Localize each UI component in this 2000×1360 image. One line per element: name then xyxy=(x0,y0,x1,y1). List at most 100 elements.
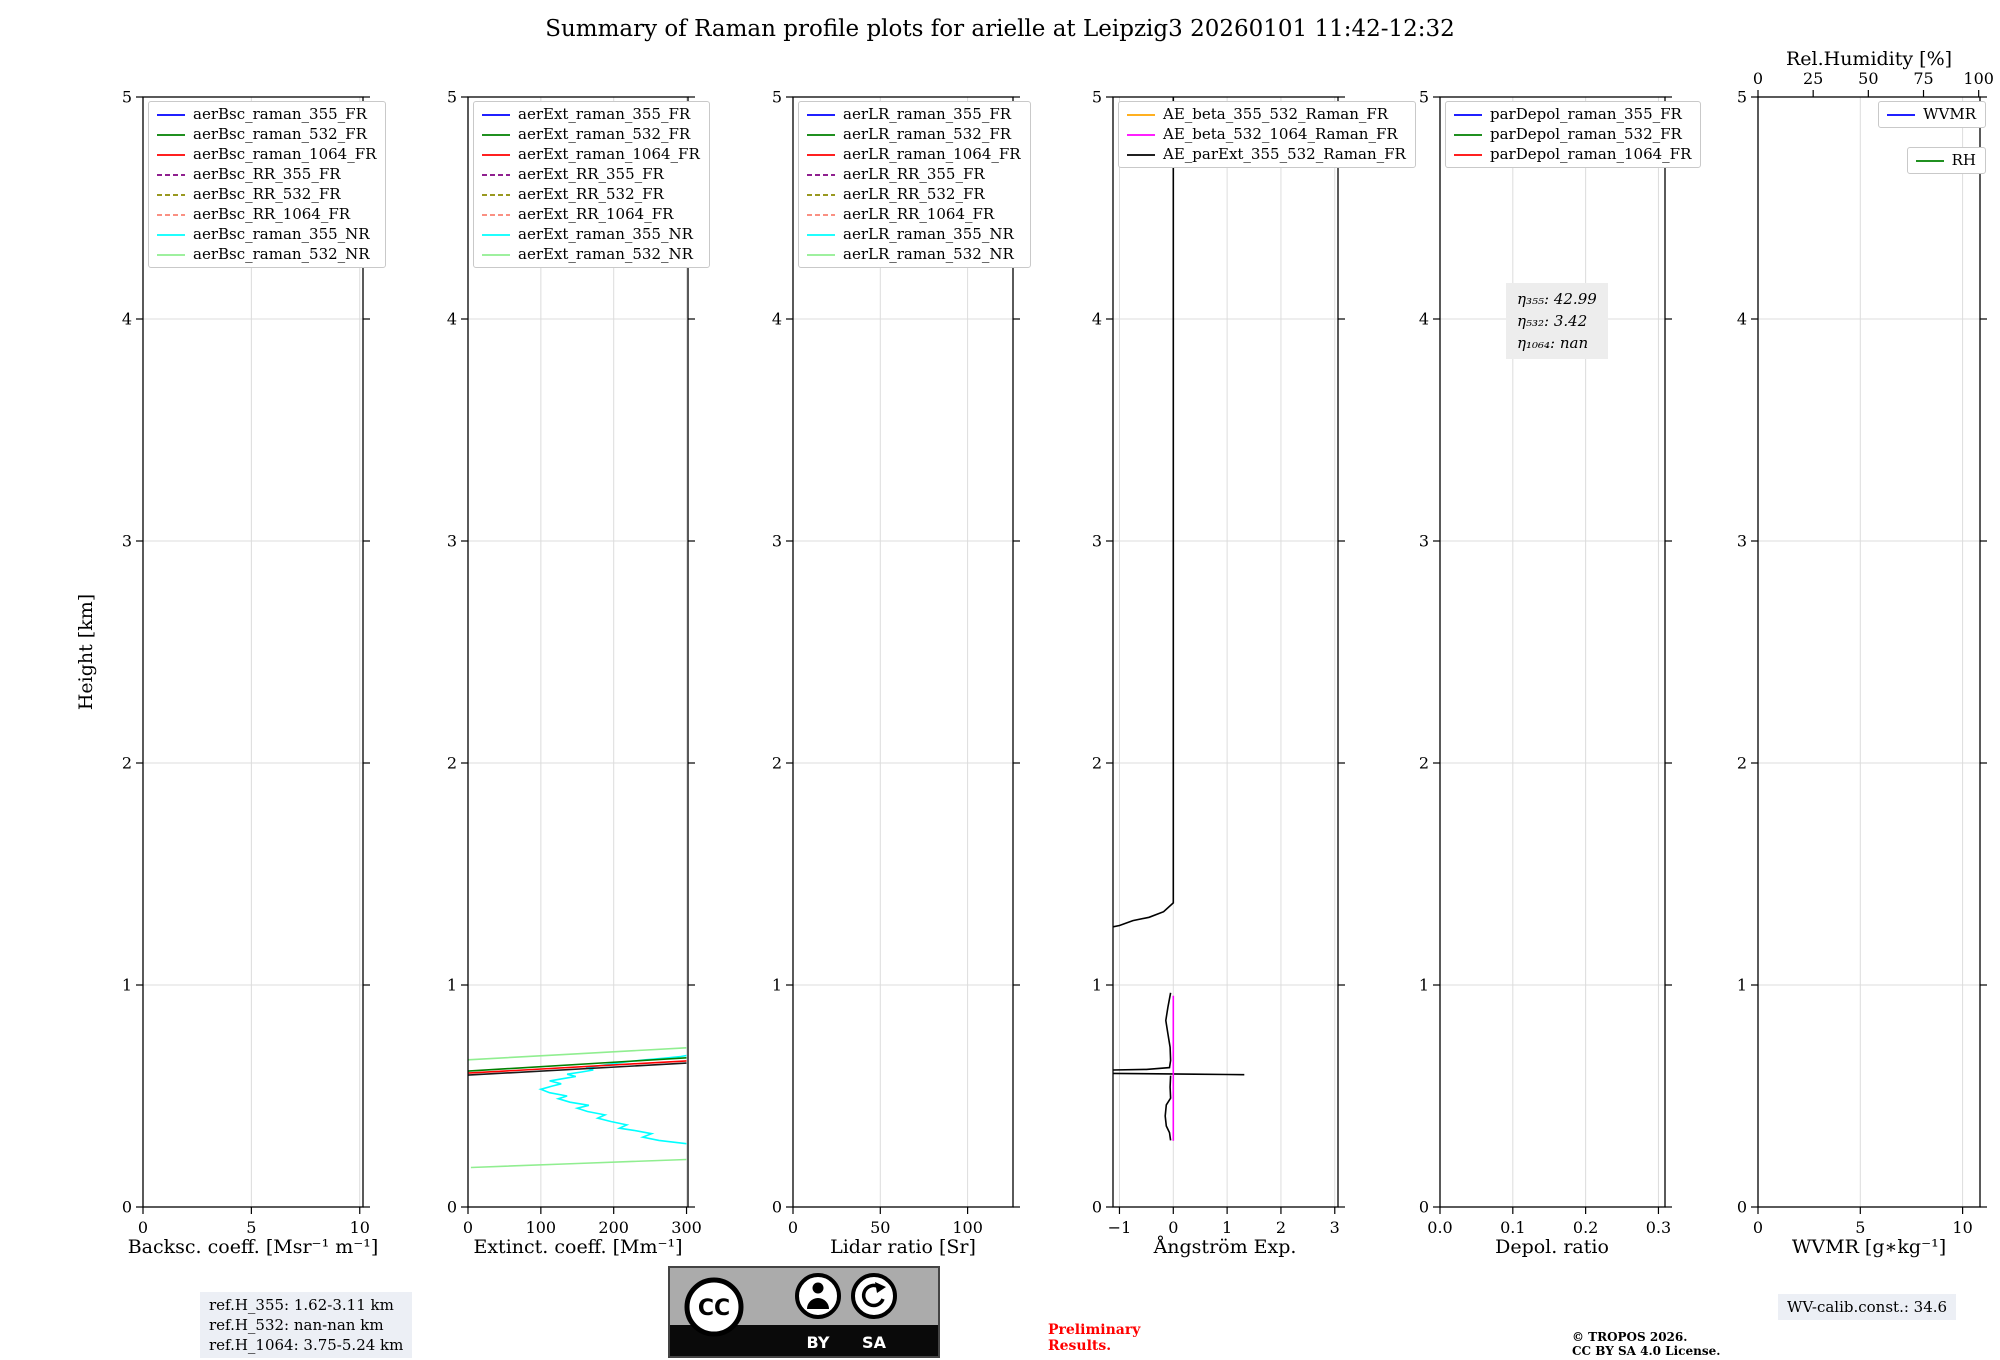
legend-item: aerExt_raman_532_NR xyxy=(481,246,700,263)
legend-item: aerExt_raman_355_FR xyxy=(481,106,700,123)
y-tick-label: 4 xyxy=(772,310,782,329)
y-tick-label: 0 xyxy=(772,1198,782,1217)
legend-line-sample xyxy=(482,213,510,216)
legend-label: parDepol_raman_532_FR xyxy=(1490,125,1682,143)
series-AE_parExt_355_532_Raman_FR xyxy=(1113,1072,1245,1076)
preliminary-line-1: Preliminary xyxy=(1048,1322,1141,1338)
legend-line-sample xyxy=(1127,153,1155,156)
eta-355-value: η₃₅₅: 42.99 xyxy=(1517,290,1597,308)
legend-line-sample xyxy=(1454,153,1482,156)
legend-wvmr-2: RH xyxy=(1906,147,1986,174)
ref-h-355: ref.H_355: 1.62-3.11 km xyxy=(209,1296,394,1314)
legend-line-sample xyxy=(807,173,835,176)
series-AE_parExt_355_532_Raman_FR xyxy=(1164,1075,1172,1141)
legend-label: aerExt_raman_532_FR xyxy=(518,125,691,143)
legend-item: aerBsc_raman_355_NR xyxy=(156,226,376,243)
legend-line-sample xyxy=(1127,113,1155,116)
x-tick-label: 5 xyxy=(1855,1218,1865,1237)
eta-annotation: η₃₅₅: 42.99 η₅₃₂: 3.42 η₁₀₆₄: nan xyxy=(1506,283,1608,359)
series-aerExt_RR_532_FR xyxy=(468,1062,687,1076)
legend-line-sample xyxy=(157,113,185,116)
x-tick-label: 0.0 xyxy=(1427,1218,1452,1237)
y-tick-label: 2 xyxy=(122,754,132,773)
legend-line-sample xyxy=(807,233,835,236)
share-alike-arrowhead xyxy=(875,1282,886,1293)
y-tick-label: 4 xyxy=(1092,310,1102,329)
legend-label: aerBsc_raman_532_FR xyxy=(193,125,367,143)
legend-line-sample xyxy=(482,153,510,156)
series-aerExt_raman_532_NR xyxy=(468,1047,687,1061)
y-tick-label: 1 xyxy=(1092,976,1102,995)
panel-depol: 0.0 0.1 0.2 0.3 0 1 2 3 4 5 xyxy=(1419,88,1672,1237)
legend-label: AE_beta_355_532_Raman_FR xyxy=(1163,105,1389,123)
reference-height-box: ref.H_355: 1.62-3.11 km ref.H_532: nan-n… xyxy=(200,1292,413,1358)
legend-line-sample xyxy=(1454,133,1482,136)
y-tick-label: 3 xyxy=(1419,532,1429,551)
top-tick-label: 25 xyxy=(1803,69,1823,88)
y-tick-label: 5 xyxy=(1092,88,1102,107)
legend-line-sample xyxy=(482,253,510,256)
legend-label: aerLR_RR_1064_FR xyxy=(843,205,995,223)
x-tick-label: 0 xyxy=(1753,1218,1763,1237)
y-tick-label: 0 xyxy=(122,1198,132,1217)
series-AE_parExt_355_532_Raman_FR xyxy=(1113,97,1175,928)
legend-label: RH xyxy=(1951,151,1976,169)
legend-item: WVMR xyxy=(1886,106,1976,123)
axes-border xyxy=(792,96,1014,1208)
legend-label: aerExt_RR_1064_FR xyxy=(518,205,674,223)
cc-logo-text: CC xyxy=(698,1296,730,1321)
legend-item: aerLR_raman_532_NR xyxy=(806,246,1021,263)
legend-line-sample xyxy=(807,113,835,116)
legend-wvmr: WVMR xyxy=(1878,101,1986,128)
panel-angstroem: −1 0 1 2 3 0 1 2 3 4 5 xyxy=(1092,88,1345,1237)
x-tick-label: 1 xyxy=(1222,1218,1232,1237)
legend-item: parDepol_raman_532_FR xyxy=(1453,126,1691,143)
legend-item: aerLR_raman_532_FR xyxy=(806,126,1021,143)
person-body xyxy=(807,1298,829,1309)
legend-label: aerExt_RR_355_FR xyxy=(518,165,664,183)
y-tick-label: 3 xyxy=(122,532,132,551)
x-tick-label: 0 xyxy=(1168,1218,1178,1237)
y-tick-label: 3 xyxy=(447,532,457,551)
person-head xyxy=(812,1282,824,1294)
y-tick-label: 5 xyxy=(1419,88,1429,107)
legend-line-sample xyxy=(1887,113,1916,116)
legend-item: AE_beta_532_1064_Raman_FR xyxy=(1126,126,1406,143)
y-tick-label: 5 xyxy=(1737,88,1747,107)
legend-item: AE_parExt_355_532_Raman_FR xyxy=(1126,146,1406,163)
y-tick-label: 0 xyxy=(1737,1198,1747,1217)
x-axis-label-depol: Depol. ratio xyxy=(1495,1236,1609,1258)
copyright-note: © TROPOS 2026. CC BY SA 4.0 License. xyxy=(1572,1330,1720,1358)
legend-label: aerLR_RR_355_FR xyxy=(843,165,985,183)
legend-line-sample xyxy=(157,253,185,256)
legend-item: aerBsc_RR_1064_FR xyxy=(156,206,376,223)
legend-label: aerExt_raman_1064_FR xyxy=(518,145,700,163)
y-tick-label: 4 xyxy=(1737,310,1747,329)
legend-line-sample xyxy=(157,213,185,216)
axes-border xyxy=(1757,96,1981,1208)
copyright-line-1: © TROPOS 2026. xyxy=(1572,1330,1688,1344)
series-aerExt_raman_532_NR xyxy=(470,1158,687,1169)
cc-sa-text: SA xyxy=(862,1333,887,1352)
series-aerExt_raman_532_FR xyxy=(468,1057,687,1072)
x-axis-label-angstroem: Ångström Exp. xyxy=(1153,1236,1297,1258)
legend-label: aerExt_raman_532_NR xyxy=(518,245,693,263)
top-tick-label: 0 xyxy=(1753,69,1763,88)
y-tick-label: 4 xyxy=(447,310,457,329)
legend-line-sample xyxy=(482,193,510,196)
legend-line-sample xyxy=(482,173,510,176)
x-axis-label-wvmr: WVMR [g∗kg⁻¹] xyxy=(1791,1236,1947,1258)
legend-item: aerBsc_raman_532_FR xyxy=(156,126,376,143)
y-tick-label: 1 xyxy=(772,976,782,995)
legend-label: aerBsc_RR_1064_FR xyxy=(193,205,351,223)
legend-line-sample xyxy=(807,133,835,136)
legend-item: aerBsc_raman_1064_FR xyxy=(156,146,376,163)
cc-logo-icon xyxy=(684,1277,744,1337)
legend-item: aerBsc_raman_355_FR xyxy=(156,106,376,123)
y-tick-label: 5 xyxy=(447,88,457,107)
legend-line-sample xyxy=(807,153,835,156)
x-tick-label: 0 xyxy=(788,1218,798,1237)
